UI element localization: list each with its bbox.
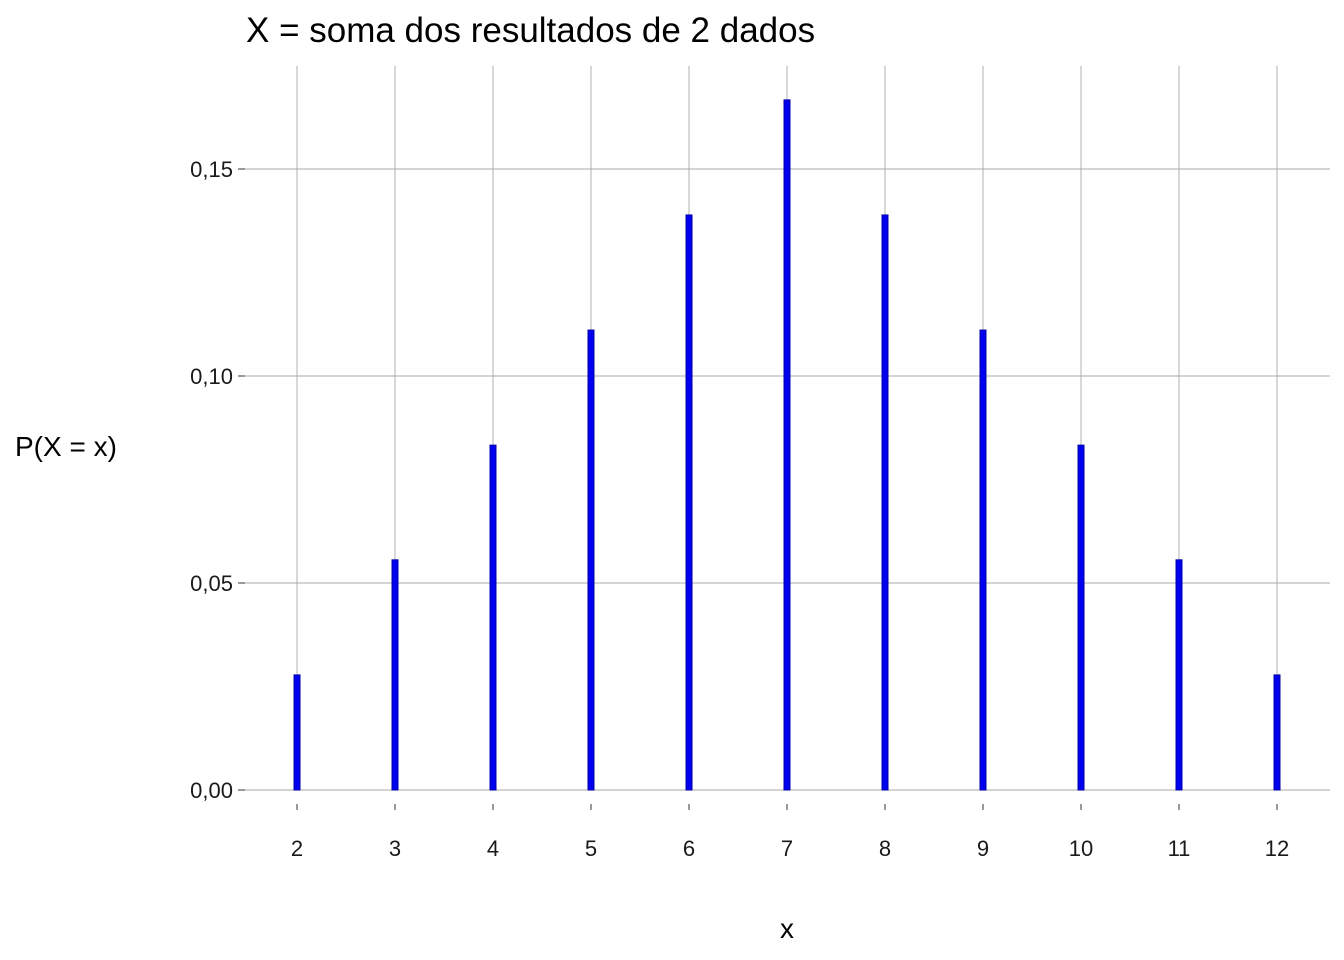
y-tick-label: 0,10 (190, 364, 233, 389)
x-tick-label: 4 (487, 836, 499, 861)
y-axis-title: P(X = x) (15, 431, 117, 462)
x-tick-label: 3 (389, 836, 401, 861)
bars (293, 99, 1281, 791)
x-tick-label: 12 (1265, 836, 1289, 861)
x-tick-label: 2 (291, 836, 303, 861)
x-tick-label: 11 (1168, 836, 1191, 861)
bar-x-3 (391, 559, 399, 791)
bar-x-2 (293, 674, 301, 791)
x-tick-label: 7 (781, 836, 793, 861)
y-axis-ticks: 0,00 0,05 0,10 0,15 (190, 157, 245, 803)
x-tick-label: 9 (977, 836, 989, 861)
bar-x-5 (587, 329, 595, 791)
bar-x-6 (685, 214, 693, 791)
x-axis-title: x (780, 913, 794, 944)
x-tick-label: 6 (683, 836, 695, 861)
y-tick-label: 0,05 (190, 571, 233, 596)
y-tick-label: 0,15 (190, 157, 233, 182)
bar-x-8 (881, 214, 889, 791)
x-tick-label: 10 (1069, 836, 1093, 861)
y-tick-label: 0,00 (190, 778, 233, 803)
x-tick-label: 8 (879, 836, 891, 861)
bar-x-11 (1175, 559, 1183, 791)
bar-x-7 (783, 99, 791, 791)
bar-x-10 (1077, 444, 1085, 791)
bar-x-4 (489, 444, 497, 791)
bar-x-12 (1273, 674, 1281, 791)
x-tick-label: 5 (585, 836, 597, 861)
x-axis-ticks: 2 3 4 5 6 7 8 9 10 11 12 (291, 804, 1289, 861)
chart-title: X = soma dos resultados de 2 dados (246, 11, 815, 50)
bar-x-9 (979, 329, 987, 791)
